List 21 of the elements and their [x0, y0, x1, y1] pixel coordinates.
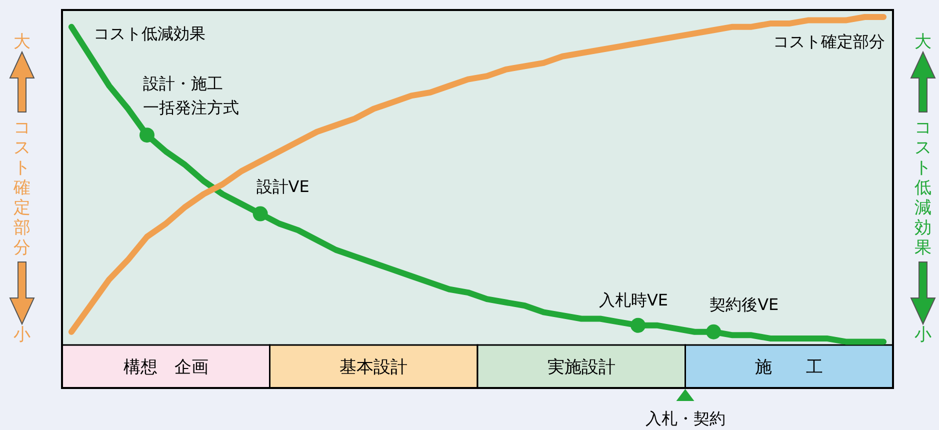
- point: [252, 206, 268, 222]
- annotation: 契約後VE: [710, 294, 779, 314]
- y-axis-title: コスト確定部分: [12, 118, 30, 258]
- text: 小: [914, 325, 932, 345]
- annotation: 設計VE: [256, 176, 310, 196]
- text: 小: [14, 325, 30, 345]
- x-tick-label: 基本設計: [340, 358, 408, 378]
- x-tick-label: 施 工: [755, 358, 824, 378]
- x-tick-label: 実施設計: [547, 358, 616, 378]
- x-tick-label: 構想 企画: [123, 358, 208, 378]
- point: [630, 318, 646, 333]
- y2-axis-title: コスト低減効果: [914, 118, 932, 258]
- text: 大: [914, 32, 932, 52]
- point: [139, 128, 154, 143]
- text: 入札・契約: [645, 409, 726, 428]
- annotation: 設計・施工一括発注方式: [142, 74, 239, 118]
- series-label: コスト確定部分: [773, 32, 885, 51]
- point: [706, 324, 722, 340]
- series-label: コスト低減効果: [93, 24, 206, 43]
- text: 大: [14, 32, 30, 52]
- annotation: 入札時VE: [598, 290, 668, 310]
